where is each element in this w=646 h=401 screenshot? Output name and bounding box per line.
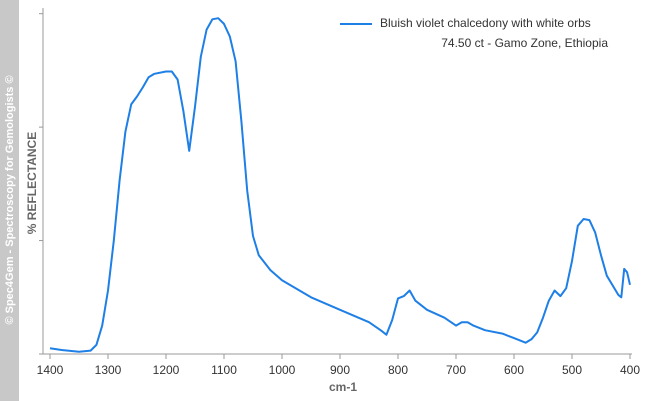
x-tick-label: 1200 <box>153 363 180 377</box>
legend-label: Bluish violet chalcedony with white orbs <box>380 16 591 30</box>
x-tick-label: 800 <box>388 363 408 377</box>
x-tick-label: 1300 <box>95 363 122 377</box>
x-axis-title: cm-1 <box>329 380 357 394</box>
x-tick-label: 600 <box>504 363 524 377</box>
x-tick-label: 1400 <box>37 363 64 377</box>
watermark-bar <box>0 0 19 401</box>
x-tick-label: 1100 <box>211 363 237 377</box>
y-axis-title: % REFLECTANCE <box>25 132 39 234</box>
x-tick-label: 1000 <box>269 363 296 377</box>
watermark: © Spec4Gem - Spectroscopy for Gemologist… <box>4 75 16 324</box>
x-tick-label: 400 <box>620 363 640 377</box>
x-tick-label: 900 <box>330 363 350 377</box>
x-tick-label: 700 <box>446 363 466 377</box>
x-tick-label: 500 <box>562 363 582 377</box>
annotation: 74.50 ct - Gamo Zone, Ethiopia <box>441 36 608 50</box>
spectrum-line <box>49 17 631 353</box>
